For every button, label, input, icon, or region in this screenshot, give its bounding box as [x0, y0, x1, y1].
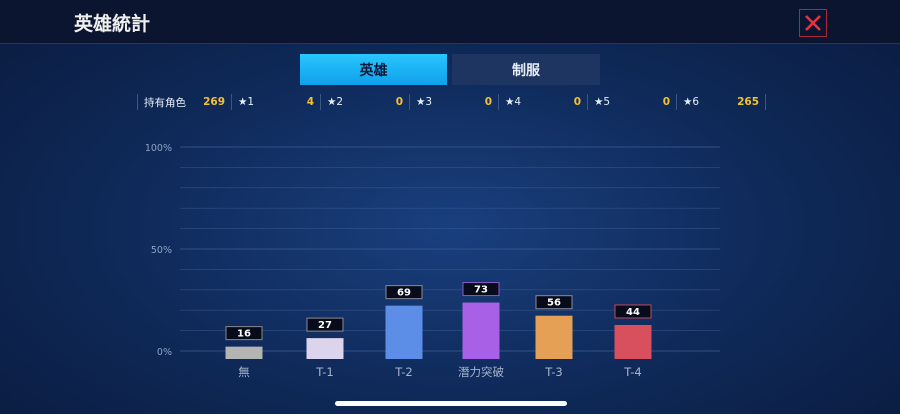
- stat-divider: [765, 94, 766, 110]
- stat-value: 0: [395, 96, 403, 108]
- bar-4: [535, 315, 573, 359]
- stat-value: 269: [203, 96, 225, 108]
- stat-6: ★6 265: [676, 94, 765, 110]
- home-indicator[interactable]: [335, 401, 567, 406]
- data-label: 44: [626, 307, 640, 318]
- data-label-box: [462, 282, 500, 297]
- stat-5: ★5 0: [587, 94, 676, 110]
- bar-3: [462, 302, 500, 359]
- stat-label: ★3: [416, 96, 433, 108]
- y-tick-label: 50%: [151, 245, 172, 256]
- stat-value: 0: [484, 96, 492, 108]
- y-tick-label: 0%: [157, 347, 172, 358]
- header-bar: 英雄統計: [0, 0, 900, 44]
- stat-value: 265: [737, 96, 759, 108]
- stat-0: 持有角色 269: [137, 94, 231, 110]
- stat-value: 0: [573, 96, 581, 108]
- stat-label: ★1: [238, 96, 255, 108]
- data-label-box: [225, 326, 263, 341]
- bar-5: [614, 324, 652, 359]
- x-tick-label: T-1: [315, 365, 333, 379]
- tab-heroes[interactable]: 英雄: [300, 54, 447, 85]
- data-label: 69: [397, 288, 411, 299]
- data-label-box: [306, 317, 344, 332]
- stat-value: 0: [662, 96, 670, 108]
- stat-value: 4: [306, 96, 314, 108]
- close-x-icon: [805, 15, 821, 31]
- data-label-box: [614, 304, 652, 319]
- data-label-box: [385, 285, 423, 300]
- y-tick-label: 100%: [145, 143, 172, 154]
- data-label: 27: [318, 320, 332, 331]
- data-label-box: [535, 295, 573, 310]
- stat-label: 持有角色: [144, 96, 186, 109]
- close-button[interactable]: [799, 9, 827, 37]
- stat-3: ★3 0: [409, 94, 498, 110]
- stat-label: ★5: [594, 96, 611, 108]
- x-tick-label: 無: [238, 365, 250, 379]
- stat-label: ★6: [683, 96, 700, 108]
- bar-0: [225, 346, 263, 359]
- stat-1: ★1 4: [231, 94, 320, 110]
- x-tick-label: T-4: [623, 365, 641, 379]
- x-tick-label: T-2: [394, 365, 412, 379]
- x-tick-label: T-3: [544, 365, 562, 379]
- data-label: 16: [237, 329, 251, 340]
- page-title: 英雄統計: [74, 13, 151, 35]
- data-label: 73: [474, 285, 488, 296]
- stat-label: ★2: [327, 96, 344, 108]
- data-label: 56: [547, 298, 561, 309]
- stat-4: ★4 0: [498, 94, 587, 110]
- bar-2: [385, 305, 423, 359]
- stat-label: ★4: [505, 96, 522, 108]
- tab-uniforms[interactable]: 制服: [452, 54, 600, 85]
- bar-1: [306, 338, 344, 359]
- stat-2: ★2 0: [320, 94, 409, 110]
- x-tick-label: 潛力突破: [458, 365, 504, 379]
